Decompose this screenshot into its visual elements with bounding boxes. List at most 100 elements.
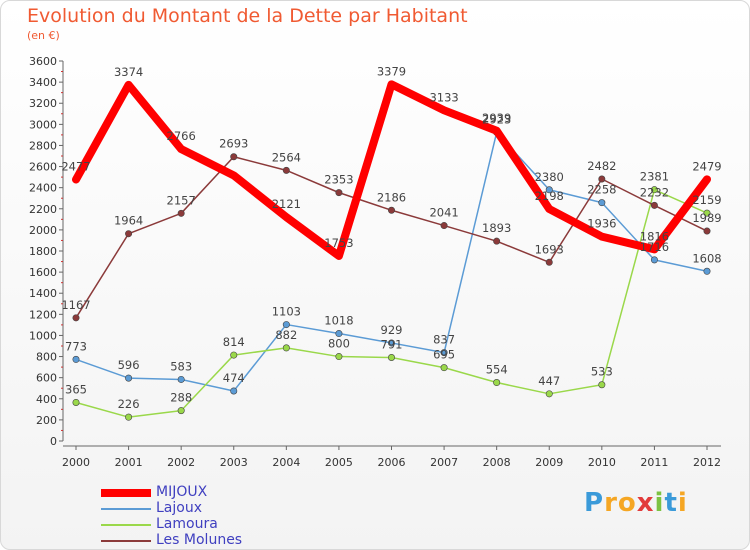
chart-subtitle: (en €) xyxy=(27,29,60,42)
data-point-lajoux xyxy=(545,186,553,194)
data-label-lamoura: 554 xyxy=(486,363,508,377)
data-label-les-molunes: 2186 xyxy=(377,190,406,204)
legend-label: MIJOUX xyxy=(156,484,208,500)
data-label-lamoura: 791 xyxy=(381,338,403,352)
y-tick-label: 800 xyxy=(36,351,57,364)
data-point-lajoux xyxy=(598,199,606,207)
data-label-lamoura: 447 xyxy=(538,374,560,388)
data-point-les-molunes xyxy=(72,314,80,322)
logo-letter: P xyxy=(584,488,605,518)
x-tick-label: 2003 xyxy=(220,456,248,469)
data-label-lajoux: 837 xyxy=(433,333,455,347)
y-tick-label: 1000 xyxy=(29,329,57,342)
data-label-les-molunes: 2157 xyxy=(167,193,196,207)
data-point-lajoux xyxy=(440,349,448,357)
data-label-les-molunes: 2041 xyxy=(429,206,458,220)
data-point-les-molunes xyxy=(230,153,238,161)
data-point-lamoura xyxy=(177,407,185,415)
data-point-les-molunes xyxy=(282,166,290,174)
y-tick-label: 3000 xyxy=(29,118,57,131)
data-label-les-molunes: 2693 xyxy=(219,137,248,151)
data-label-lajoux: 2258 xyxy=(587,183,616,197)
x-tick-label: 2007 xyxy=(430,456,458,469)
legend-item-mijoux: MIJOUX xyxy=(101,484,321,501)
data-point-lajoux xyxy=(703,267,711,275)
x-tick-label: 2010 xyxy=(588,456,616,469)
data-label-lajoux: 596 xyxy=(118,358,140,372)
legend-swatch xyxy=(101,524,151,526)
data-point-lajoux xyxy=(72,355,80,363)
x-tick-label: 2011 xyxy=(640,456,668,469)
data-point-lamoura xyxy=(387,354,395,362)
logo-letter: o xyxy=(617,488,637,518)
data-label-lamoura: 882 xyxy=(275,328,297,342)
y-tick-label: 400 xyxy=(36,393,57,406)
x-tick-label: 2006 xyxy=(378,456,406,469)
y-tick-label: 2800 xyxy=(29,139,57,152)
legend-label: Lajoux xyxy=(156,500,202,516)
x-tick-label: 2008 xyxy=(483,456,511,469)
legend-item-les-molunes: Les Molunes xyxy=(101,532,321,549)
legend-swatch xyxy=(101,540,151,542)
data-point-lamoura xyxy=(282,344,290,352)
data-label-lamoura: 533 xyxy=(591,365,613,379)
y-tick-label: 0 xyxy=(50,435,57,448)
logo-letter: t xyxy=(664,488,678,518)
legend: MIJOUX Lajoux Lamoura Les Molunes xyxy=(101,484,321,549)
y-tick-label: 200 xyxy=(36,414,57,427)
data-point-lamoura xyxy=(440,364,448,372)
data-point-lajoux xyxy=(282,321,290,329)
series-line-mijoux xyxy=(72,80,711,260)
data-label-lajoux: 1716 xyxy=(640,240,669,254)
y-tick-label: 2000 xyxy=(29,224,57,237)
data-label-lajoux: 583 xyxy=(170,359,192,373)
data-point-les-molunes xyxy=(125,230,133,238)
data-label-les-molunes: 1693 xyxy=(535,242,564,256)
logo-letter: r xyxy=(604,488,618,518)
data-label-mijoux: 2479 xyxy=(692,159,721,173)
data-label-les-molunes: 2232 xyxy=(640,185,669,199)
logo-letter: x xyxy=(636,488,655,518)
data-label-lajoux: 474 xyxy=(223,371,245,385)
legend-swatch xyxy=(101,508,151,510)
x-tick-label: 2001 xyxy=(115,456,143,469)
data-point-les-molunes xyxy=(335,189,343,197)
data-point-les-molunes xyxy=(493,237,501,245)
x-tick-label: 2002 xyxy=(167,456,195,469)
data-label-mijoux: 3374 xyxy=(114,65,143,79)
data-point-les-molunes xyxy=(545,258,553,266)
y-tick-label: 2200 xyxy=(29,203,57,216)
data-point-lajoux xyxy=(650,256,658,264)
data-label-mijoux: 3133 xyxy=(429,90,458,104)
data-label-les-molunes: 1893 xyxy=(482,221,511,235)
legend-label: Les Molunes xyxy=(156,532,243,548)
data-label-lamoura: 2381 xyxy=(640,170,669,184)
data-point-lajoux xyxy=(230,387,238,395)
data-label-lajoux: 1103 xyxy=(272,305,301,319)
data-point-lamoura xyxy=(545,390,553,398)
data-point-les-molunes xyxy=(177,209,185,217)
y-tick-label: 1400 xyxy=(29,287,57,300)
proxiti-logo: Proxiti xyxy=(584,488,688,518)
data-label-les-molunes: 1989 xyxy=(692,211,721,225)
data-point-lamoura xyxy=(335,353,343,361)
legend-item-lajoux: Lajoux xyxy=(101,500,321,517)
data-label-lamoura: 800 xyxy=(328,337,350,351)
data-point-lamoura xyxy=(650,186,658,194)
x-tick-label: 2005 xyxy=(325,456,353,469)
data-point-lamoura xyxy=(703,209,711,217)
data-label-lajoux: 929 xyxy=(381,323,403,337)
data-point-lajoux xyxy=(387,339,395,347)
x-tick-label: 2012 xyxy=(693,456,721,469)
x-tick-label: 2004 xyxy=(272,456,300,469)
legend-swatch xyxy=(101,489,151,497)
y-tick-label: 1600 xyxy=(29,266,57,279)
data-label-lamoura: 2159 xyxy=(692,193,721,207)
data-label-mijoux: 2939 xyxy=(482,111,511,125)
data-label-mijoux: 2766 xyxy=(167,129,196,143)
data-label-mijoux: 3379 xyxy=(377,64,406,78)
data-point-lamoura xyxy=(230,351,238,359)
data-point-lamoura xyxy=(598,381,606,389)
chart-title: Evolution du Montant de la Dette par Hab… xyxy=(27,5,468,27)
